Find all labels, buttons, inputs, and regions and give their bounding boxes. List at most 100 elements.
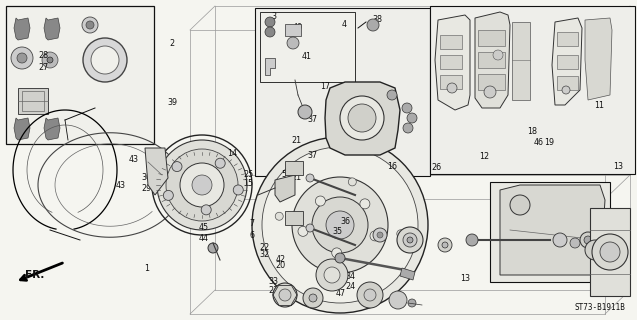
Polygon shape [440,35,462,49]
Circle shape [17,53,27,63]
Text: 35: 35 [333,228,343,236]
Polygon shape [585,18,612,100]
Text: 4: 4 [341,20,347,29]
Polygon shape [440,75,462,89]
Text: 20: 20 [275,261,285,270]
Text: ST73-B1911B: ST73-B1911B [574,303,625,312]
Circle shape [402,103,412,113]
Circle shape [332,248,341,258]
Text: 32: 32 [259,250,269,259]
Circle shape [298,226,308,236]
Text: 38: 38 [372,15,382,24]
Text: 1: 1 [144,264,149,273]
Text: 10: 10 [594,290,604,299]
Circle shape [215,158,225,168]
Polygon shape [557,76,578,90]
Text: 27: 27 [38,63,48,72]
Circle shape [403,123,413,133]
Polygon shape [557,55,578,69]
Circle shape [279,289,291,301]
Polygon shape [500,185,605,275]
Circle shape [447,83,457,93]
Circle shape [357,282,383,308]
Circle shape [340,96,384,140]
Text: 40: 40 [293,23,303,32]
Polygon shape [557,32,578,46]
Circle shape [315,196,326,206]
Text: 28: 28 [38,52,48,60]
Text: 37: 37 [307,151,317,160]
Circle shape [510,195,530,215]
Circle shape [201,205,211,215]
Circle shape [585,240,605,260]
Text: 21: 21 [291,136,301,145]
Polygon shape [440,55,462,69]
Text: 13: 13 [460,274,470,283]
Circle shape [364,289,376,301]
Circle shape [592,234,628,270]
Circle shape [377,232,383,238]
Circle shape [348,178,356,186]
Circle shape [562,86,570,94]
Circle shape [493,50,503,60]
Circle shape [303,288,323,308]
Text: 17: 17 [320,82,330,91]
Text: 11: 11 [594,101,604,110]
Text: 18: 18 [527,127,537,136]
Circle shape [580,232,596,248]
Bar [285,24,301,36]
Circle shape [408,299,416,307]
Circle shape [407,237,413,243]
Circle shape [172,162,182,172]
Text: 30: 30 [141,173,152,182]
Circle shape [163,190,173,200]
Circle shape [265,17,275,27]
Bar [285,161,303,175]
Text: 41: 41 [302,52,312,61]
Text: 15: 15 [243,180,254,188]
Text: 34: 34 [345,272,355,281]
Circle shape [326,211,354,239]
Circle shape [348,104,376,132]
Polygon shape [265,58,275,75]
Circle shape [292,177,388,273]
Polygon shape [552,18,582,105]
Circle shape [82,17,98,33]
Text: 5: 5 [281,170,286,179]
Polygon shape [435,15,470,110]
Circle shape [11,47,33,69]
Circle shape [287,37,299,49]
Text: 14: 14 [227,149,238,158]
Text: 26: 26 [431,164,441,172]
Circle shape [252,137,428,313]
Circle shape [306,224,314,232]
Polygon shape [400,268,415,280]
Text: 37: 37 [307,115,317,124]
Circle shape [370,231,380,241]
Text: 19: 19 [544,138,554,147]
Circle shape [298,105,312,119]
Circle shape [309,294,317,302]
Circle shape [91,46,119,74]
Text: 12: 12 [479,152,489,161]
Circle shape [86,21,94,29]
Circle shape [83,38,127,82]
Circle shape [438,238,452,252]
Circle shape [166,149,238,221]
Text: 39: 39 [167,98,177,107]
Text: 24: 24 [345,282,355,291]
Polygon shape [14,118,30,140]
Circle shape [262,147,418,303]
Circle shape [180,163,224,207]
Bar [255,8,430,176]
Circle shape [397,227,423,253]
Circle shape [373,228,387,242]
Bar [6,6,154,144]
Text: 7: 7 [249,220,254,228]
Circle shape [208,243,218,253]
Circle shape [324,264,332,272]
Circle shape [316,259,348,291]
Text: 29: 29 [141,184,152,193]
Text: 3: 3 [271,12,276,21]
Bar [22,91,44,111]
